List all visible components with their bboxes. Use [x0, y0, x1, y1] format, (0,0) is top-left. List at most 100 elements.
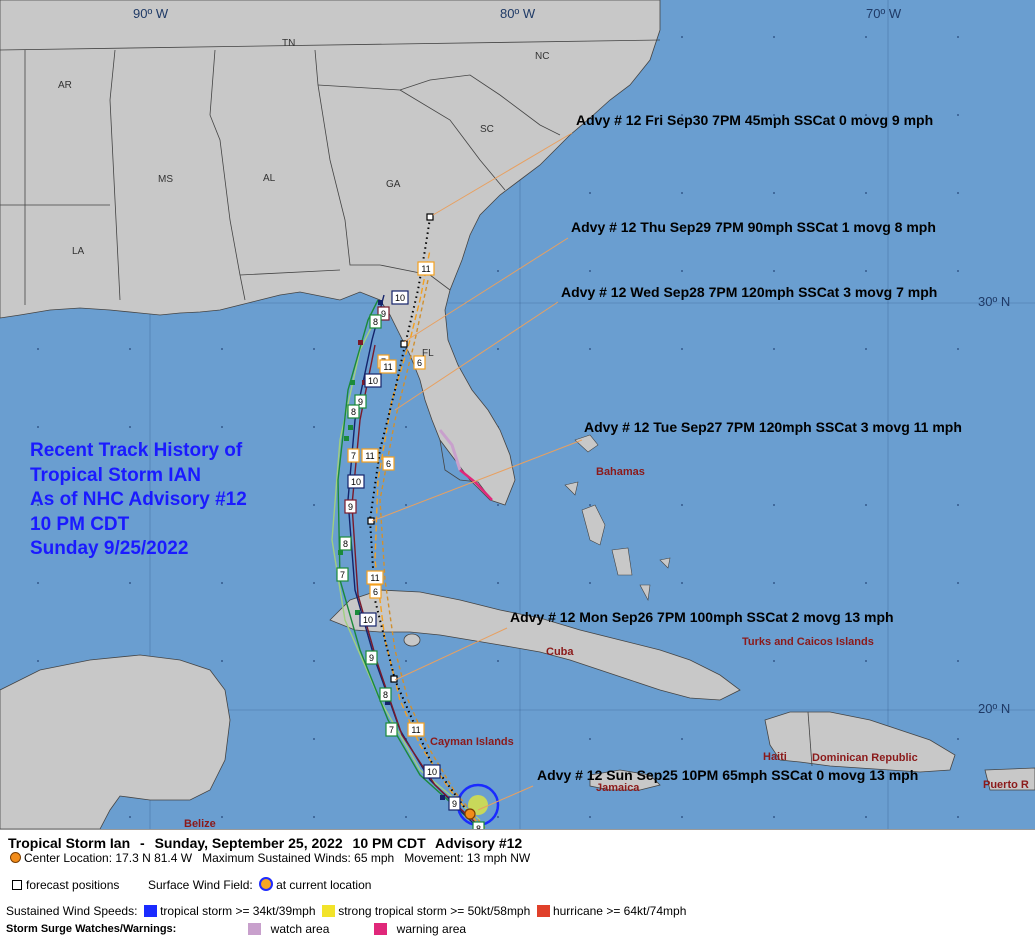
advisory-number: 8 — [373, 317, 378, 327]
grid-dot — [957, 504, 959, 506]
grid-dot — [129, 348, 131, 350]
advisory-box — [347, 474, 365, 489]
history-line-2: Tropical Storm IAN — [30, 465, 201, 486]
grid-dot — [405, 504, 407, 506]
grid-dot — [405, 660, 407, 662]
grid-dot — [37, 504, 39, 506]
grid-dot — [589, 192, 591, 194]
grid-dot — [681, 270, 683, 272]
grid-dot — [589, 504, 591, 506]
yucatan — [0, 654, 231, 829]
advisory-number: 10 — [395, 293, 405, 303]
legend-sustained-row: Sustained Wind Speeds: tropical storm >=… — [6, 904, 686, 918]
grid-dot — [497, 660, 499, 662]
grid-dot — [957, 36, 959, 38]
haiti-border — [807, 711, 813, 767]
legend-watch-item: watch area — [248, 922, 329, 936]
grid-dot — [37, 426, 39, 428]
advisory-box — [359, 612, 377, 627]
advisory-box — [413, 355, 426, 370]
state-label-fl: FL — [422, 348, 434, 359]
legend-panel: Tropical Storm Ian - Sunday, September 2… — [0, 829, 1035, 941]
advisory-number: 7 — [351, 451, 356, 461]
legend-storm-name: Tropical Storm Ian — [8, 835, 131, 851]
advisory-box — [472, 821, 485, 829]
advisory-number: 6 — [386, 459, 391, 469]
state-label-ga: GA — [386, 179, 401, 190]
advisory-number: 9 — [452, 799, 457, 809]
forecast-label-tue: Advy # 12 Tue Sep27 7PM 120mph SSCat 3 m… — [584, 419, 962, 435]
state-label-ar: AR — [58, 80, 72, 91]
advisory-box — [382, 456, 395, 471]
sustained-label: Sustained Wind Speeds: — [6, 904, 138, 918]
grid-dot — [589, 348, 591, 350]
strong-tropical-storm-text: strong tropical storm >= 50kt/58mph — [338, 904, 531, 918]
puerto-rico — [984, 767, 1035, 791]
forecast-label-sun: Advy # 12 Sun Sep25 10PM 65mph SSCat 0 m… — [537, 767, 918, 783]
grid-dot — [497, 816, 499, 818]
grid-dot — [681, 426, 683, 428]
grid-dot — [313, 816, 315, 818]
grid-dot — [773, 582, 775, 584]
advisory-number: 8 — [476, 824, 481, 829]
grid-dot — [221, 660, 223, 662]
grid-dot — [773, 114, 775, 116]
grid-dot — [773, 816, 775, 818]
grid-dot — [865, 270, 867, 272]
advisory-box — [344, 499, 357, 514]
advisory-number: 10 — [363, 615, 373, 625]
advisory-number: 8 — [383, 690, 388, 700]
center-location-marker — [464, 808, 476, 820]
advisory-box — [365, 650, 378, 665]
history-line-1: Recent Track History of — [30, 440, 243, 461]
lon-label-80w: 80º W — [500, 6, 536, 21]
grid-dot — [681, 816, 683, 818]
place-label-cayman: Cayman Islands — [430, 736, 514, 748]
advisory-number: 11 — [365, 451, 374, 461]
grid-dot — [313, 348, 315, 350]
place-label-puerto-rico: Puerto R — [983, 779, 1029, 791]
tropical-storm-swatch — [144, 905, 158, 917]
grid-dot — [313, 426, 315, 428]
advisory-number: 9 — [348, 502, 353, 512]
advisory-box — [347, 404, 360, 419]
track-line-tan — [379, 279, 486, 829]
grid-dot — [497, 738, 499, 740]
grid-dot — [497, 504, 499, 506]
grid-dot — [957, 660, 959, 662]
cuba — [329, 589, 741, 701]
place-label-bahamas: Bahamas — [596, 466, 645, 478]
track-line-orange — [374, 249, 483, 829]
grid-dot — [37, 660, 39, 662]
state-label-nc: NC — [535, 51, 549, 62]
legend-wind-field-row: Surface Wind Field: at current location — [148, 877, 371, 892]
grid-dot — [681, 504, 683, 506]
advisory-number: 11 — [421, 264, 430, 274]
movement-text: Movement: 13 mph NW — [404, 851, 531, 865]
map: 1011987111098711610987116109871110986 90… — [0, 0, 1035, 829]
legend-surge-row: Storm Surge Watches/Warnings: — [6, 923, 176, 935]
advisory-box — [379, 359, 397, 374]
grid-dot — [865, 504, 867, 506]
surge-label: Storm Surge Watches/Warnings: — [6, 923, 177, 935]
grid-dot — [589, 270, 591, 272]
map-canvas: 1011987111098711610987116109871110986 90… — [0, 0, 1035, 829]
grid-dot — [589, 426, 591, 428]
grid-dot — [405, 582, 407, 584]
grid-dot — [865, 582, 867, 584]
hurricane-text: hurricane >= 64kt/74mph — [552, 904, 687, 918]
grid-dot — [129, 504, 131, 506]
advisory-number: 6 — [417, 358, 422, 368]
forecast-positions-text: forecast positions — [26, 878, 120, 892]
current-location-text: at current location — [276, 878, 372, 892]
forecast-label-mon: Advy # 12 Mon Sep26 7PM 100mph SSCat 2 m… — [510, 609, 894, 625]
grid-dot — [681, 738, 683, 740]
leader-lines — [371, 132, 583, 811]
grid-dot — [681, 114, 683, 116]
advisory-number: 6 — [373, 587, 378, 597]
advisory-number: 11 — [411, 725, 420, 735]
advisory-number-boxes: 1011987111098711610987116109871110986 — [336, 261, 485, 829]
grid-dot — [957, 816, 959, 818]
bahamas-islands — [564, 434, 671, 601]
florida-coast — [439, 439, 491, 499]
